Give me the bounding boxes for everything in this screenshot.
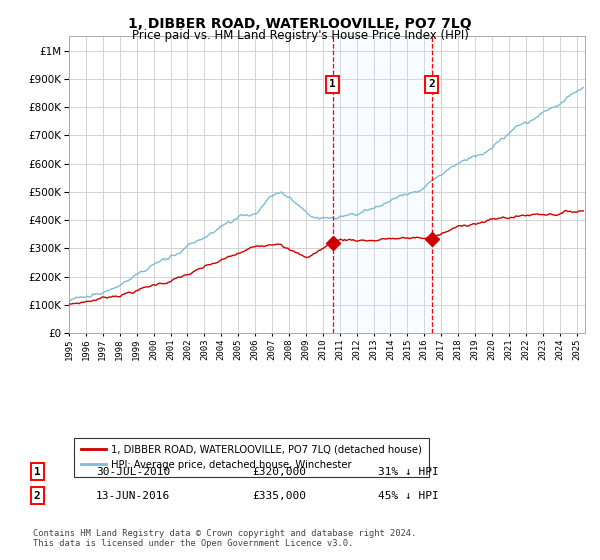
Text: £335,000: £335,000 xyxy=(252,491,306,501)
Legend: 1, DIBBER ROAD, WATERLOOVILLE, PO7 7LQ (detached house), HPI: Average price, det: 1, DIBBER ROAD, WATERLOOVILLE, PO7 7LQ (… xyxy=(74,437,429,477)
Text: 30-JUL-2010: 30-JUL-2010 xyxy=(96,466,170,477)
Text: Contains HM Land Registry data © Crown copyright and database right 2024.
This d: Contains HM Land Registry data © Crown c… xyxy=(33,529,416,548)
Text: Price paid vs. HM Land Registry's House Price Index (HPI): Price paid vs. HM Land Registry's House … xyxy=(131,29,469,42)
Text: £320,000: £320,000 xyxy=(252,466,306,477)
Text: 2: 2 xyxy=(428,80,435,90)
Text: 2: 2 xyxy=(34,491,41,501)
Text: 1, DIBBER ROAD, WATERLOOVILLE, PO7 7LQ: 1, DIBBER ROAD, WATERLOOVILLE, PO7 7LQ xyxy=(128,17,472,31)
Text: 1: 1 xyxy=(34,466,41,477)
Text: 45% ↓ HPI: 45% ↓ HPI xyxy=(378,491,439,501)
Bar xyxy=(332,36,432,333)
Text: 1: 1 xyxy=(329,80,336,90)
Text: 13-JUN-2016: 13-JUN-2016 xyxy=(96,491,170,501)
Text: 31% ↓ HPI: 31% ↓ HPI xyxy=(378,466,439,477)
